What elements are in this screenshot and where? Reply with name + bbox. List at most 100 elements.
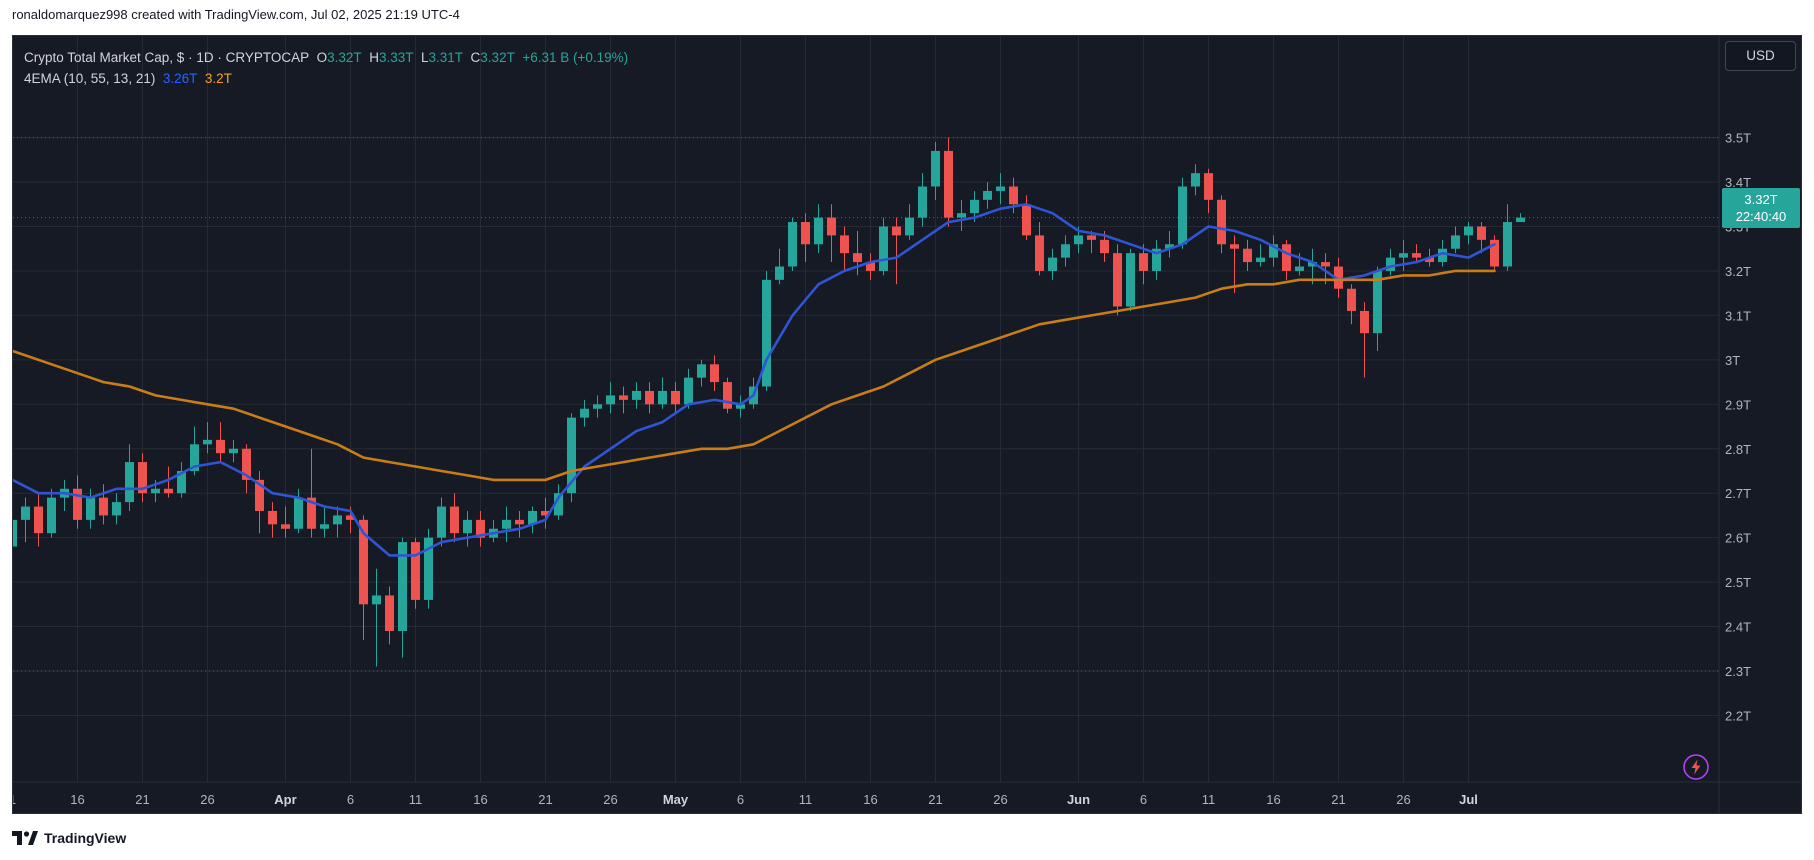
candle-body-up [1373, 270, 1382, 334]
candle-body-up [203, 439, 212, 445]
candle-body-up [86, 497, 95, 520]
candle-body-down [1100, 239, 1109, 254]
ema-fast-value: 3.26T [162, 71, 198, 86]
tradingview-brand: TradingView [44, 830, 127, 846]
candle-body-up [697, 364, 706, 378]
tradingview-footer[interactable]: TradingView [12, 828, 126, 848]
low-value: 3.31T [428, 50, 464, 65]
candle-body-up [554, 493, 563, 516]
candle-body-up [1165, 244, 1174, 249]
time-tick-label: 21 [928, 792, 942, 807]
candle-body-down [138, 462, 147, 494]
candles [13, 137, 1525, 667]
close-label: C [470, 50, 481, 65]
dotted-levels [13, 137, 1719, 672]
candle-body-up [970, 199, 979, 214]
candle-body-down [1334, 266, 1343, 289]
candle-body-up [333, 515, 342, 525]
candle-body-up [1438, 248, 1447, 263]
chart-credit: ronaldomarquez998 created with TradingVi… [12, 7, 460, 22]
candle-body-down [1009, 186, 1018, 205]
time-tick-label: 16 [1266, 792, 1280, 807]
price-tick-label: 2.8T [1725, 442, 1751, 457]
currency-button[interactable]: USD [1725, 41, 1796, 71]
chart-legend: Crypto Total Market Cap, $ · 1D · CRYPTO… [24, 47, 628, 89]
candle-body-down [1490, 239, 1499, 267]
candle-body-down [411, 542, 420, 600]
ema-fast-line [13, 203, 1496, 557]
candle-body-up [1152, 248, 1161, 271]
candle-body-down [1022, 204, 1031, 236]
time-axis: 1 16 21 26 Apr 6 11 16 21 26 May 6 11 16 21 26 Jun 6 11 16 2… [13, 792, 1478, 807]
time-tick-label: May [663, 792, 689, 807]
candle-body-down [73, 488, 82, 520]
change-value: +6.31 B (+0.19%) [522, 50, 629, 65]
legend-ohlc-row: Crypto Total Market Cap, $ · 1D · CRYPTO… [24, 47, 628, 68]
time-tick-label: 26 [993, 792, 1007, 807]
candle-body-up [632, 390, 641, 400]
candle-body-up [47, 497, 56, 534]
candle-body-up [1451, 235, 1460, 249]
candle-body-down [1113, 253, 1122, 307]
candle-body-down [1217, 199, 1226, 245]
candle-body-up [528, 510, 537, 525]
candle-body-up [918, 186, 927, 218]
candle-body-up [1048, 257, 1057, 271]
candle-body-down [1139, 253, 1148, 271]
candle-body-up [294, 497, 303, 529]
candle-body-up [905, 217, 914, 236]
candle-body-up [957, 213, 966, 218]
ema-slow-value: 3.2T [204, 71, 232, 86]
candle-body-up [1386, 257, 1395, 271]
candle-body-up [1295, 266, 1304, 271]
lightning-icon[interactable] [1681, 752, 1711, 782]
candle-body-down [1204, 173, 1213, 200]
price-tick-label: 3.4T [1725, 175, 1751, 190]
grid [13, 36, 1719, 782]
candle-body-up [151, 488, 160, 494]
chart-panel[interactable]: 3.5T3.4T3.3T3.2T3.1T3T2.9T2.8T2.7T2.6T2.… [12, 35, 1802, 814]
candle-body-down [1412, 253, 1421, 258]
indicator-title[interactable]: 4EMA (10, 55, 13, 21) [24, 71, 156, 86]
price-tick-label: 2.2T [1725, 708, 1751, 723]
candle-body-down [1282, 244, 1291, 271]
candle-body-down [307, 497, 316, 529]
candle-body-down [450, 506, 459, 534]
ema-slow-line [13, 269, 1496, 482]
candle-body-up [1256, 257, 1265, 263]
candle-body-down [710, 364, 719, 383]
candle-body-up [424, 537, 433, 600]
candle-body-down [216, 439, 225, 454]
price-tick-label: 2.6T [1725, 531, 1751, 546]
candle-body-down [268, 510, 277, 525]
candle-body-up [463, 519, 472, 534]
symbol-title[interactable]: Crypto Total Market Cap, $ · 1D · CRYPTO… [24, 50, 310, 65]
bar-countdown: 22:40:40 [1735, 209, 1787, 224]
time-tick-label: 6 [737, 792, 744, 807]
time-tick-label: 26 [1396, 792, 1410, 807]
time-tick-label: 21 [538, 792, 552, 807]
time-tick-label: 16 [70, 792, 84, 807]
candle-body-down [359, 519, 368, 605]
candle-body-down [1321, 262, 1330, 267]
candle-body-up [996, 186, 1005, 191]
candle-body-down [99, 497, 108, 516]
candlestick-chart[interactable]: 3.5T3.4T3.3T3.2T3.1T3T2.9T2.8T2.7T2.6T2.… [13, 36, 1802, 814]
candle-body-up [21, 506, 30, 520]
candle-body-up [1191, 173, 1200, 187]
candle-body-down [164, 488, 173, 494]
time-tick-label: 6 [347, 792, 354, 807]
candle-body-up [229, 448, 238, 454]
candle-body-up [320, 524, 329, 529]
candle-body-up [190, 444, 199, 471]
candle-body-down [827, 217, 836, 236]
candle-body-down [541, 510, 550, 516]
time-tick-label: Jun [1067, 792, 1090, 807]
high-value: 3.33T [378, 50, 414, 65]
candle-body-down [944, 150, 953, 218]
ema-lines [13, 203, 1496, 557]
candle-body-down [255, 479, 264, 511]
candle-body-up [593, 404, 602, 409]
candle-body-up [1269, 244, 1278, 258]
candle-body-up [1061, 244, 1070, 258]
